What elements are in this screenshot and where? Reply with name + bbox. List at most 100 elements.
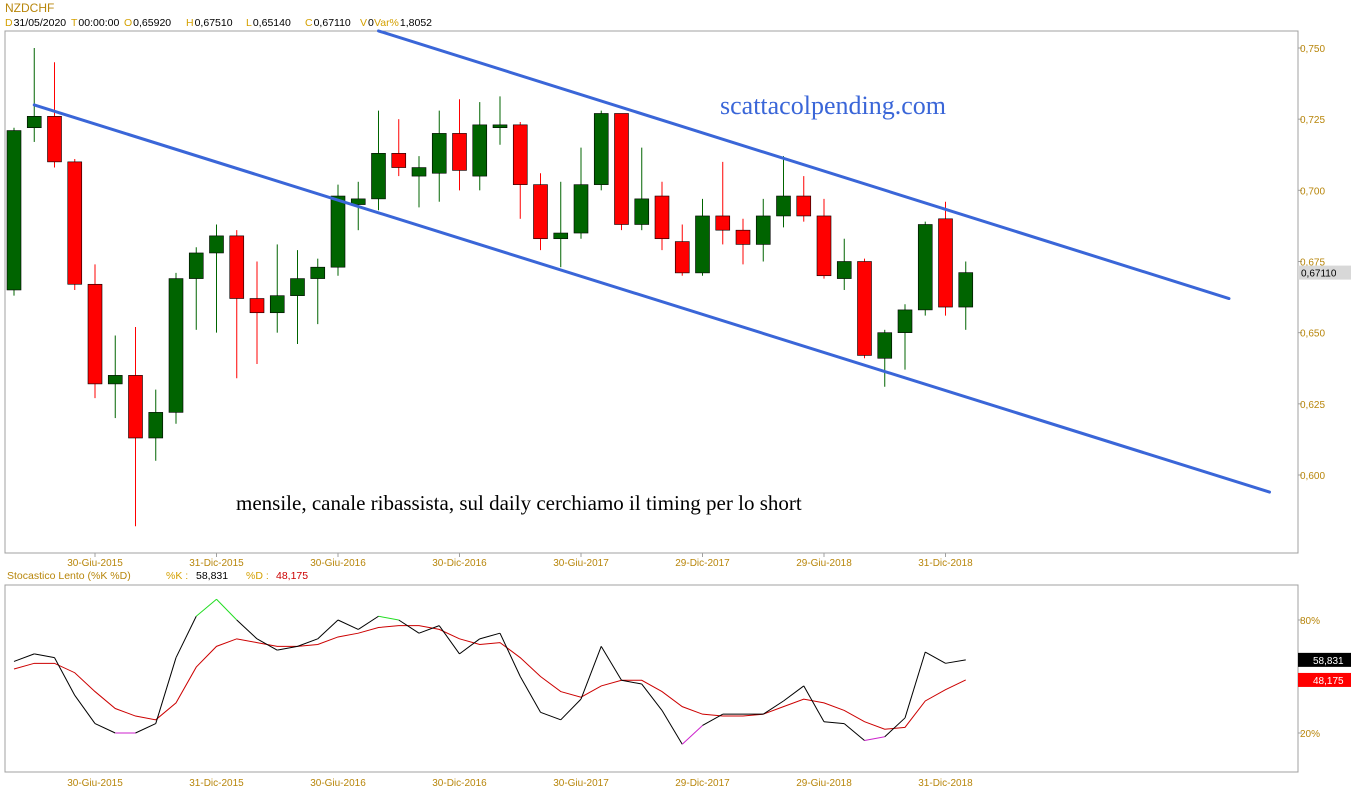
stoch-legend-value: 58,831 (196, 570, 228, 582)
stoch-legend-value: 48,175 (276, 570, 308, 582)
candle (371, 110, 386, 211)
time-axis-main: 30-Giu-2015 31-Dic-2015 30-Giu-2016 30-Dic-… (67, 553, 973, 569)
candle-body (168, 278, 184, 413)
candle-body (796, 195, 812, 217)
header-field-1: T00:00:00 (71, 17, 119, 29)
time-tick-label: 30-Giu-2017 (553, 558, 609, 569)
candle (452, 99, 467, 191)
stoch-k-segment (135, 723, 156, 734)
candle (269, 244, 285, 333)
candle-body (26, 116, 42, 129)
time-tick-label: 31-Dic-2018 (918, 558, 973, 569)
header-field-3: H0,67510 (186, 17, 233, 29)
candle-body (533, 184, 548, 240)
candle (695, 198, 710, 276)
watermark-text: scattacolpending.com (720, 91, 946, 120)
candle-body (715, 215, 731, 231)
stoch-k-segment (216, 598, 238, 621)
stoch-k-segment (925, 651, 946, 664)
candle-body (634, 198, 650, 225)
candle (573, 147, 589, 239)
main-panel-frame (4, 30, 1299, 554)
stochastic-legend: %K : 58,831 %D : 48,175 (166, 570, 308, 582)
candle (492, 96, 508, 145)
stoch-k-segment (945, 659, 966, 664)
descending-channel (32, 29, 1271, 494)
candle (249, 261, 265, 364)
candle-body (836, 261, 852, 279)
candle (6, 127, 22, 296)
candle (26, 48, 42, 142)
candle-body (593, 113, 609, 185)
time-tick-label: 30-Dic-2016 (432, 558, 487, 569)
stoch-time-tick-label: 31-Dic-2015 (189, 778, 244, 789)
candle (290, 250, 305, 345)
header-field-label: D (5, 17, 13, 29)
stoch-k-segment (277, 645, 298, 651)
candle-body (107, 375, 123, 385)
header-field-value: 31/05/2020 (14, 17, 67, 29)
stoch-time-tick-label: 29-Giu-2018 (796, 778, 852, 789)
time-tick-label: 29-Dic-2017 (675, 558, 730, 569)
stoch-k-segment (540, 711, 561, 721)
price-tick-label: 0,600 (1300, 471, 1325, 482)
header-field-label: Var% (374, 17, 399, 29)
candle-body (87, 283, 103, 385)
channel-upper-line (377, 29, 1231, 301)
candle (533, 173, 548, 251)
last-price-marker: 0,67110 (1298, 265, 1351, 280)
header-field-label: T (71, 17, 78, 29)
d-value-label: 48,175 (1313, 676, 1344, 687)
candle (512, 122, 528, 219)
candle (776, 156, 791, 228)
stoch-k-segment (681, 725, 703, 745)
candle-body (188, 252, 204, 279)
candle (958, 261, 974, 330)
candle (674, 224, 690, 276)
stoch-k-segment (560, 698, 582, 721)
stoch-k-segment (783, 685, 805, 702)
header-field-value: 0,65140 (253, 17, 291, 29)
header-field-label: L (246, 17, 252, 29)
candle (593, 110, 609, 191)
comment-text: mensile, canale ribassista, sul daily ce… (236, 491, 802, 515)
candle (472, 102, 488, 191)
price-tick-label: 0,725 (1300, 115, 1325, 126)
header-field-value: 1,8052 (400, 17, 432, 29)
candle (128, 326, 143, 527)
header-field-2: O0,65920 (124, 17, 171, 29)
candle (47, 62, 62, 168)
header-field-value: 0 (368, 17, 374, 29)
candle-body (472, 124, 488, 177)
stoch-k-segment (499, 632, 521, 677)
candle-body (209, 235, 224, 254)
stoch-k-segment (236, 619, 258, 640)
stoch-d-line (13, 625, 966, 730)
time-tick-label: 31-Dic-2015 (189, 558, 244, 569)
candle-body (269, 295, 285, 314)
stoch-k-segment (479, 632, 501, 640)
candle-body (938, 218, 953, 308)
stoch-k-segment (519, 676, 541, 713)
candle (877, 329, 893, 387)
candle (209, 224, 224, 333)
candle-body (492, 124, 508, 129)
candle-body (310, 266, 326, 279)
stoch-k-segment (702, 713, 723, 726)
channel-lower-line (32, 103, 1271, 494)
candle-body (958, 272, 974, 308)
candle-body (857, 261, 872, 356)
stochastic-value-badges: 58,831 48,175 (1298, 652, 1351, 687)
price-tick-label: 0,700 (1300, 186, 1325, 197)
candle (715, 161, 731, 245)
stoch-k-segment (438, 625, 460, 655)
stoch-legend-label: %K : (166, 570, 188, 582)
k-value-badge (1298, 652, 1351, 667)
ohlc-header: D31/05/2020 T00:00:00 O0,65920 H0,67510 L0,6… (5, 17, 432, 29)
stoch-k-segment (297, 638, 318, 647)
candle-body (816, 215, 832, 277)
stoch-k-segment (580, 646, 602, 700)
stoch-k-segment (600, 646, 622, 681)
candle-body (371, 153, 386, 200)
price-tick-label: 0,625 (1300, 400, 1325, 411)
